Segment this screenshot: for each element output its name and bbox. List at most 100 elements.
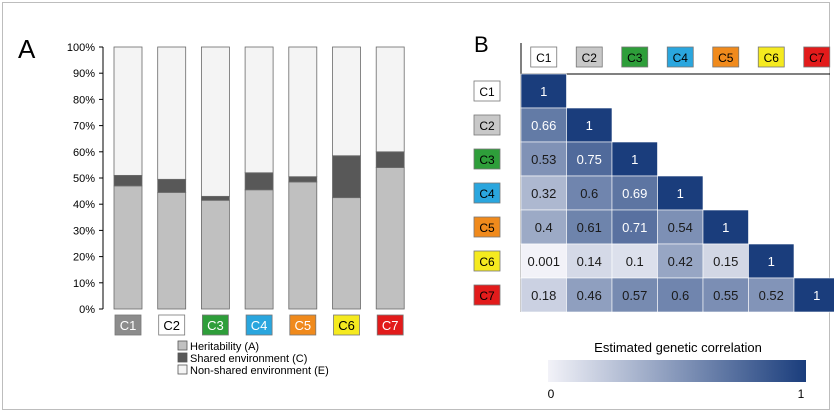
column-badge (803, 46, 831, 68)
heatmap-cell (566, 175, 613, 211)
bar-segment (244, 189, 274, 310)
category-label: C7 (382, 318, 399, 333)
legend-label: Heritability (A) (190, 341, 259, 353)
column-badge (530, 46, 558, 68)
column-badge (575, 46, 603, 68)
heatmap-cell (611, 277, 658, 313)
category-badge (376, 314, 404, 336)
bar-segment (157, 178, 187, 193)
heatmap-cell-value: 0.42 (668, 254, 693, 269)
row-label: C6 (479, 255, 495, 269)
heatmap-column-headers: C1 C2 C3 C4 C5 C6 C7 (530, 46, 831, 68)
row-label: C5 (479, 221, 495, 235)
legend-label: Shared environment (C) (190, 353, 307, 365)
category-label: C4 (251, 318, 268, 333)
row-badge (473, 148, 501, 170)
panel-a-label: A (18, 34, 36, 64)
category-badge (201, 314, 229, 336)
heatmap-cell (611, 243, 658, 279)
category-badge (289, 314, 317, 336)
column-badge (757, 46, 785, 68)
bar-segment (288, 176, 318, 183)
heatmap-cell-value: 0.14 (577, 254, 602, 269)
y-tick-label: 40% (73, 199, 95, 211)
heatmap-row-headers: C1 C2 C3 C4 C5 C6 C7 (473, 80, 501, 306)
heatmap-cell-value: 1 (586, 118, 593, 133)
heatmap-cell (657, 209, 704, 245)
heatmap-cell (520, 73, 567, 109)
bar-segment (332, 155, 361, 199)
bar-C1 (113, 46, 143, 310)
bar-C2 (157, 46, 187, 310)
legend-label: Non-shared environment (E) (190, 365, 329, 377)
heatmap-cell (566, 243, 613, 279)
bar-segment (113, 185, 143, 310)
bar-segment (200, 195, 230, 201)
heatmap-cell (657, 175, 704, 211)
row-badge (473, 182, 501, 204)
heatmap-cell-value: 1 (540, 84, 547, 99)
bar-segment (288, 46, 318, 178)
bar-segment (200, 199, 230, 310)
heatmap-cell (520, 175, 567, 211)
heatmap-cell (611, 141, 658, 177)
row-label: C2 (479, 119, 495, 133)
column-label: C2 (582, 51, 598, 65)
legend-swatch (177, 364, 188, 375)
colorbar-max-label: 1 (798, 387, 805, 401)
bar-segment (244, 46, 274, 174)
category-label: C3 (207, 318, 224, 333)
heatmap-cell (611, 175, 658, 211)
y-tick-label: 90% (73, 68, 95, 80)
y-tick-label: 10% (73, 278, 95, 290)
heatmap-cell (657, 277, 704, 313)
bar-C6 (332, 46, 361, 310)
heatmap-cell-value: 0.4 (535, 220, 553, 235)
row-badge (473, 216, 501, 238)
bar-segment (375, 46, 405, 153)
row-badge (473, 284, 501, 306)
bar-segment (375, 167, 405, 310)
heatmap-cell (566, 209, 613, 245)
heatmap-cell (748, 277, 795, 313)
heatmap-cell-value: 0.001 (527, 254, 560, 269)
category-badge (114, 314, 142, 336)
column-label: C1 (536, 51, 552, 65)
column-label: C4 (673, 51, 689, 65)
bar-segment (157, 192, 187, 310)
heatmap-cell-value: 0.69 (622, 186, 647, 201)
heatmap-cell-value: 1 (722, 220, 729, 235)
category-badge (158, 314, 186, 336)
heatmap-cell (702, 277, 749, 313)
heatmap-cell-value: 0.15 (713, 254, 738, 269)
y-tick-label: 60% (73, 147, 95, 159)
heatmap-cell (520, 243, 567, 279)
bar-chart-legend: Heritability (A)Shared environment (C)No… (177, 340, 329, 377)
heatmap-cells: 10.66 10.53 0.75 10.32 0.6 0.69 10.4 0.61 0.71 0.… (520, 73, 834, 313)
heatmap-cell-value: 0.32 (531, 186, 556, 201)
column-label: C7 (809, 51, 825, 65)
heatmap-cell-value: 0.46 (577, 288, 602, 303)
bar-chart-bars (113, 46, 405, 310)
category-label: C6 (338, 318, 355, 333)
heatmap-cell-value: 0.66 (531, 118, 556, 133)
bar-C5 (288, 46, 318, 310)
heatmap-cell-value: 0.18 (531, 288, 556, 303)
category-label: C5 (294, 318, 311, 333)
y-tick-label: 80% (73, 94, 95, 106)
heatmap-cell-value: 0.6 (580, 186, 598, 201)
heatmap-cell (520, 141, 567, 177)
heatmap-cell-value: 0.57 (622, 288, 647, 303)
column-badge (621, 46, 649, 68)
row-badge (473, 114, 501, 136)
heatmap-cell-value: 1 (813, 288, 820, 303)
heatmap-cell-value: 0.75 (577, 152, 602, 167)
heatmap-cell-value: 0.55 (713, 288, 738, 303)
heatmap-cell-value: 1 (677, 186, 684, 201)
bar-segment (332, 46, 361, 157)
category-label: C1 (120, 318, 137, 333)
category-label: C2 (163, 318, 180, 333)
row-badge (473, 80, 501, 102)
